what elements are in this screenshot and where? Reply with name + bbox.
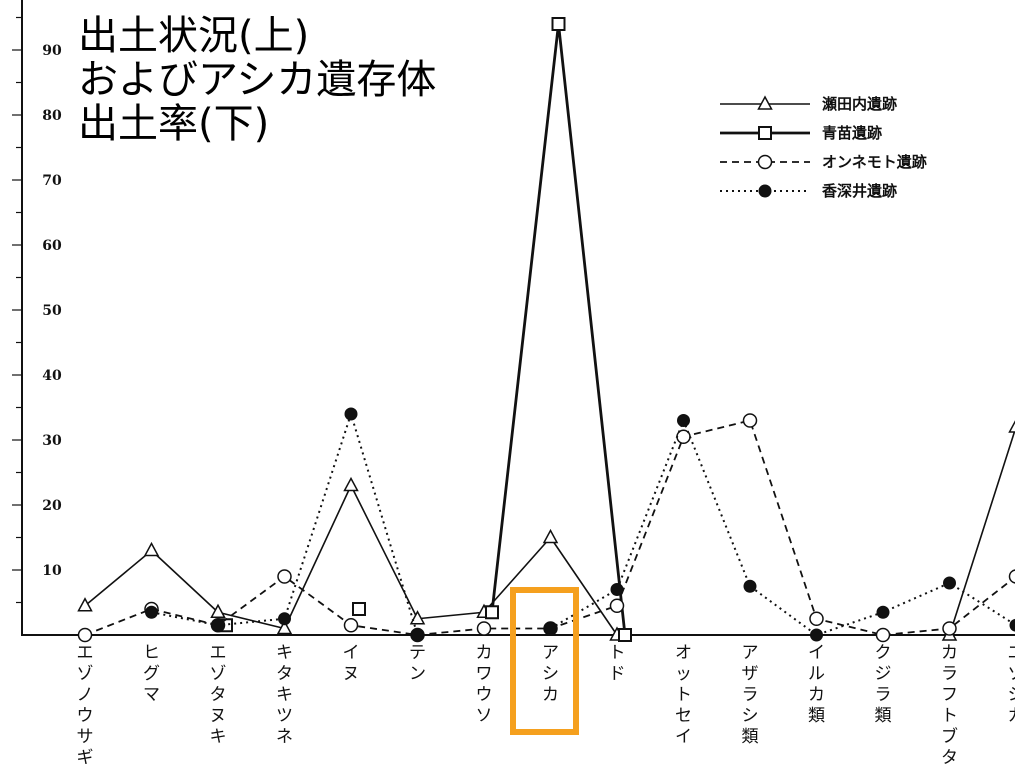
- y-axis-ticks: 10 20 30 40 50 60 70 80 90: [42, 43, 62, 579]
- data-point-circle-filled: [677, 414, 690, 427]
- y-tick-label: 80: [42, 108, 62, 124]
- data-point-triangle: [77, 597, 93, 612]
- data-point-circle-filled: [743, 579, 757, 593]
- category-label: イルカ類: [808, 643, 825, 726]
- data-point-square: [618, 628, 632, 642]
- category-label: エゾノウサギ: [77, 643, 94, 767]
- data-point-circle-filled: [145, 605, 158, 619]
- data-point-triangle: [210, 603, 226, 618]
- category-label: イヌ: [343, 643, 360, 684]
- x-axis-categories: エゾノウサギ ヒグマ エゾタヌキ キタキツネ イヌ テン カワウソ アシカ トド オットセイ アザラ…: [77, 643, 1015, 767]
- category-label: カワウソ: [476, 643, 493, 726]
- data-point-square: [551, 17, 566, 31]
- y-tick-label: 20: [42, 498, 62, 514]
- chart-title: 出土状況(上) およびアシカ遺存体 出土率(下): [78, 13, 443, 147]
- series-group: [77, 17, 1015, 643]
- legend-marker-circle-filled: [758, 184, 772, 198]
- category-label: オットセイ: [675, 643, 692, 747]
- legend-label-4: 香深井遺跡: [822, 182, 897, 200]
- series-line-2: [492, 24, 1015, 635]
- y-tick-label: 50: [42, 303, 62, 319]
- legend-marker-triangle: [757, 95, 773, 110]
- data-point-circle-filled: [411, 628, 424, 642]
- category-label: ヒグマ: [143, 643, 160, 705]
- category-label: アシカ: [542, 643, 559, 705]
- data-point-circle-open: [875, 627, 891, 643]
- data-point-circle-open: [742, 413, 758, 428]
- data-point-circle-filled: [544, 622, 557, 635]
- series-line-4: [151, 413, 1015, 636]
- series-1: [77, 420, 1015, 641]
- series-4: [145, 407, 1015, 642]
- category-label: トド: [609, 643, 626, 684]
- legend-label-2: 青苗遺跡: [822, 124, 882, 142]
- data-point-circle-open: [343, 618, 359, 633]
- data-point-circle-open: [942, 621, 957, 636]
- data-point-square: [352, 602, 366, 616]
- legend-label-3: オンネモト遺跡: [822, 153, 927, 171]
- data-point-triangle: [1008, 420, 1015, 433]
- category-label: エゾシカ: [1008, 643, 1015, 726]
- data-point-circle-open: [277, 569, 292, 584]
- title-line-3: 出土率(下): [78, 101, 270, 147]
- y-tick-label: 70: [42, 173, 62, 189]
- category-label: カラフトブタ: [941, 643, 958, 767]
- data-point-circle-filled: [1009, 618, 1015, 632]
- data-point-circle-filled: [810, 628, 823, 642]
- title-line-2: およびアシカ遺存体: [78, 57, 437, 103]
- data-point-triangle: [409, 610, 426, 625]
- data-point-triangle: [542, 528, 559, 544]
- data-point-circle-open: [809, 611, 824, 626]
- data-point-circle-filled: [943, 576, 956, 590]
- highlight-box-ashika: [510, 587, 579, 735]
- y-tick-label: 10: [42, 563, 62, 579]
- data-point-circle-open: [609, 598, 625, 613]
- axes: [12, 0, 1015, 636]
- legend-marker-square: [758, 126, 772, 140]
- data-point-circle-open: [1008, 569, 1015, 584]
- data-point-triangle: [343, 476, 359, 492]
- data-point-circle-filled: [344, 407, 358, 421]
- title-line-1: 出土状況(上): [78, 13, 310, 59]
- data-point-triangle: [143, 541, 160, 557]
- legend-label-1: 瀬田内遺跡: [822, 95, 897, 113]
- data-point-circle-filled: [876, 605, 890, 619]
- data-point-circle-filled: [610, 583, 624, 596]
- category-label: クジラ類: [875, 643, 892, 726]
- category-label: テン: [409, 643, 426, 684]
- legend-marker-circle-open: [757, 154, 773, 170]
- data-point-circle-filled: [278, 612, 291, 626]
- category-label: エゾタヌキ: [210, 643, 227, 747]
- category-label: アザラシ類: [742, 643, 759, 747]
- y-tick-label: 40: [42, 368, 62, 384]
- y-tick-label: 60: [42, 238, 62, 254]
- data-point-square: [485, 605, 499, 620]
- data-point-circle-open: [77, 627, 93, 643]
- y-tick-label: 30: [42, 433, 62, 449]
- data-point-circle-open: [476, 621, 492, 636]
- data-point-triangle: [276, 619, 293, 635]
- y-tick-label: 90: [42, 43, 62, 59]
- data-point-circle-filled: [211, 618, 225, 632]
- category-label: キタキツネ: [276, 643, 293, 747]
